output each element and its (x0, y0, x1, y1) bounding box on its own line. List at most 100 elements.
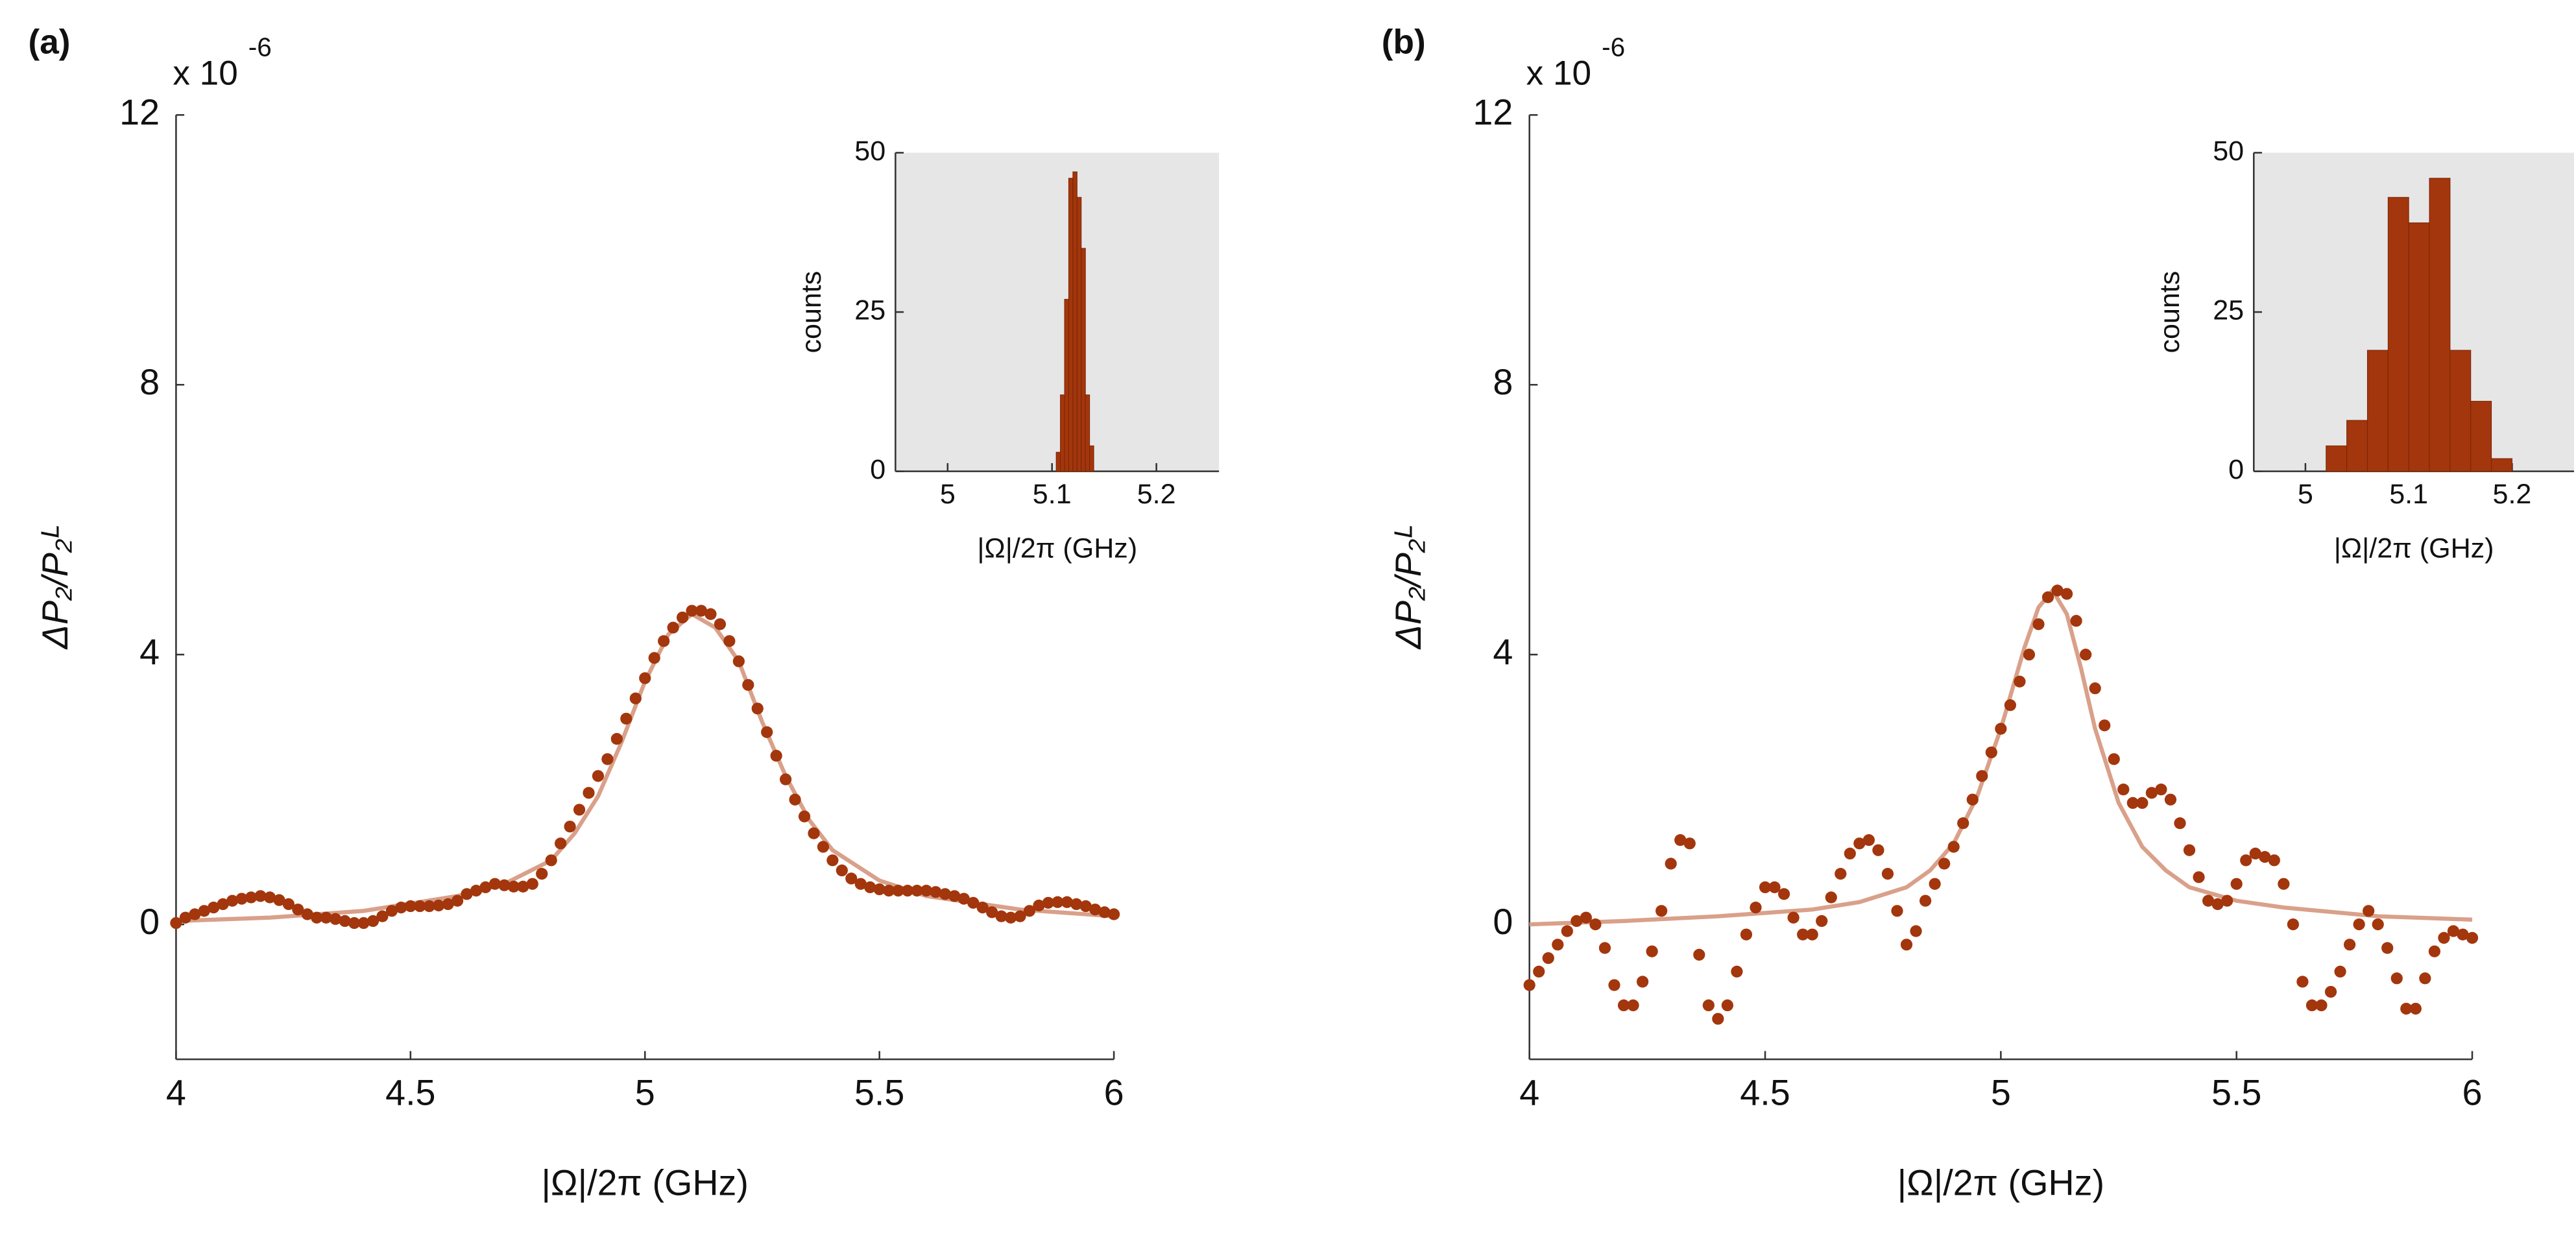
plot-background (895, 152, 1220, 472)
data-point (1966, 793, 1979, 806)
y-tick-label: 25 (2213, 294, 2244, 326)
data-point (1777, 888, 1790, 900)
data-point (2390, 972, 2403, 985)
data-point (2343, 939, 2356, 951)
data-point (254, 890, 267, 902)
data-point (2183, 844, 2196, 856)
data-point (2334, 965, 2346, 978)
data-point (2324, 985, 2337, 998)
data-point (826, 854, 839, 867)
data-point (1693, 948, 1705, 961)
data-point (395, 901, 407, 914)
data-point (686, 605, 698, 617)
scale-label: x 10 (1526, 54, 1591, 93)
data-point (2268, 854, 2280, 867)
histogram-bar (2326, 445, 2348, 472)
data-point (995, 910, 1007, 922)
data-point (488, 878, 501, 890)
data-point (1070, 898, 1083, 911)
x-axis-label: |Ω|/2π (GHz) (2334, 533, 2494, 564)
data-point (770, 750, 782, 762)
histogram-bar (2450, 350, 2472, 472)
data-point (339, 915, 351, 928)
y-tick-label: 0 (139, 902, 160, 942)
data-point (1542, 952, 1554, 965)
data-point (808, 827, 820, 839)
data-point (1947, 841, 1960, 853)
data-point (404, 900, 416, 913)
histogram-bar (1089, 445, 1094, 472)
scale-exponent: -6 (1602, 32, 1625, 62)
data-point (1561, 925, 1573, 937)
data-point (2099, 719, 2111, 732)
data-point (648, 652, 660, 664)
data-point (1552, 939, 1564, 951)
data-point (2193, 871, 2205, 883)
data-point (779, 773, 792, 785)
data-point (2428, 945, 2440, 957)
data-point (2032, 618, 2045, 630)
data-point (714, 618, 727, 630)
data-point (1891, 905, 1903, 917)
histogram-bar (1072, 171, 1077, 472)
data-point (526, 878, 538, 890)
data-point (1910, 925, 1922, 937)
histogram-bar (1085, 394, 1090, 472)
x-tick-label: 4 (166, 1073, 186, 1113)
data-point (226, 894, 239, 907)
data-point (920, 884, 933, 897)
data-point (2305, 999, 2318, 1012)
data-point (2145, 787, 2158, 799)
data-point (498, 879, 511, 891)
data-point (629, 692, 642, 704)
data-point (798, 810, 811, 822)
data-point (864, 881, 876, 894)
data-point (2174, 817, 2186, 830)
data-point (179, 911, 191, 924)
data-point (2372, 918, 2384, 931)
data-point (1985, 746, 1997, 759)
x-axis-label: |Ω|/2π (GHz) (542, 1163, 749, 1203)
data-point (282, 898, 295, 911)
scale-label: x 10 (173, 54, 237, 93)
histogram-bar (1064, 298, 1069, 472)
data-point (189, 908, 201, 920)
y-tick-label: 4 (139, 632, 160, 672)
data-point (1079, 900, 1092, 913)
data-point (1608, 979, 1620, 991)
data-point (2089, 682, 2101, 695)
y-tick-label: 4 (1493, 632, 1513, 672)
data-point (1797, 928, 1809, 941)
data-point (2164, 793, 2177, 806)
data-point (367, 915, 379, 928)
data-point (1929, 878, 1941, 890)
data-point (2126, 797, 2139, 809)
y-tick-label: 50 (854, 136, 885, 167)
histogram-bar (2366, 350, 2389, 472)
data-point (545, 854, 557, 867)
data-point (2080, 649, 2092, 661)
data-point (235, 893, 248, 905)
data-point (1872, 844, 1884, 856)
data-point (1938, 857, 1951, 870)
data-point (1844, 847, 1856, 860)
data-point (1881, 867, 1894, 880)
data-point (732, 655, 745, 667)
data-point (2051, 584, 2064, 597)
data-point (2004, 699, 2016, 712)
data-point (957, 893, 970, 905)
data-point (892, 884, 904, 897)
y-tick-label: 12 (119, 92, 160, 132)
data-point (2447, 925, 2460, 937)
data-point (1995, 723, 2007, 735)
data-point (845, 872, 858, 885)
y-axis-label: counts (796, 271, 827, 354)
data-point (1674, 834, 1687, 846)
data-point (1816, 915, 1828, 928)
histogram-bar (2346, 420, 2368, 472)
data-point (1825, 891, 1837, 904)
data-point (704, 608, 717, 620)
data-point (555, 837, 567, 850)
x-tick-label: 5 (940, 479, 956, 510)
